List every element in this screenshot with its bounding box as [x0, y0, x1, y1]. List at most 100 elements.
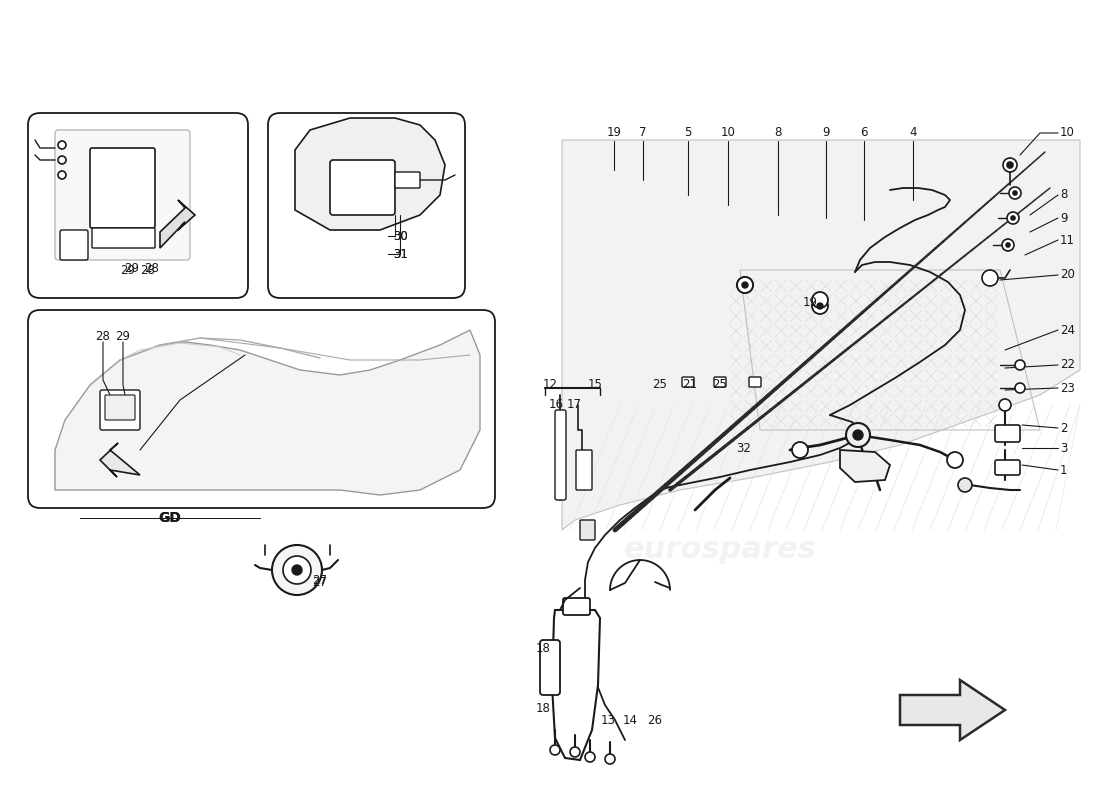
FancyBboxPatch shape: [576, 450, 592, 490]
Text: 11: 11: [1060, 234, 1075, 246]
Circle shape: [292, 565, 302, 575]
FancyBboxPatch shape: [996, 460, 1020, 475]
Circle shape: [812, 292, 828, 308]
Text: 10: 10: [1060, 126, 1075, 139]
Circle shape: [846, 423, 870, 447]
Circle shape: [737, 277, 754, 293]
Polygon shape: [160, 200, 195, 248]
FancyBboxPatch shape: [28, 113, 248, 298]
Text: 25: 25: [713, 378, 727, 390]
Text: 4: 4: [910, 126, 916, 139]
Text: 13: 13: [601, 714, 615, 726]
Text: 9: 9: [1060, 211, 1067, 225]
Text: 31: 31: [393, 247, 408, 261]
Circle shape: [958, 478, 972, 492]
Polygon shape: [840, 450, 890, 482]
Circle shape: [1013, 191, 1018, 195]
Text: 5: 5: [684, 126, 692, 139]
Text: 12: 12: [542, 378, 558, 390]
Circle shape: [272, 545, 322, 595]
FancyBboxPatch shape: [714, 377, 726, 387]
Text: 15: 15: [587, 378, 603, 390]
Text: 14: 14: [623, 714, 638, 726]
Circle shape: [550, 745, 560, 755]
Text: GD: GD: [158, 511, 182, 525]
Text: 31: 31: [393, 247, 408, 261]
Circle shape: [58, 156, 66, 164]
Text: 24: 24: [1060, 323, 1075, 337]
FancyBboxPatch shape: [580, 520, 595, 540]
Text: eurospares: eurospares: [624, 535, 816, 565]
FancyBboxPatch shape: [100, 390, 140, 430]
Circle shape: [585, 752, 595, 762]
Text: 7: 7: [639, 126, 647, 139]
Text: 17: 17: [566, 398, 582, 411]
Circle shape: [999, 399, 1011, 411]
Circle shape: [1006, 243, 1010, 247]
Polygon shape: [562, 140, 1080, 530]
Text: 19: 19: [606, 126, 621, 139]
Text: 29: 29: [124, 262, 140, 274]
Circle shape: [605, 754, 615, 764]
Text: 27: 27: [312, 575, 328, 589]
Text: 28: 28: [96, 330, 110, 343]
Text: 18: 18: [536, 702, 550, 714]
Text: 28: 28: [144, 262, 159, 274]
Text: 30: 30: [393, 230, 408, 243]
FancyBboxPatch shape: [682, 377, 694, 387]
Text: 18: 18: [536, 642, 550, 654]
Circle shape: [947, 452, 962, 468]
Text: 2: 2: [1060, 422, 1067, 434]
Circle shape: [1011, 216, 1015, 220]
Text: 27: 27: [312, 574, 328, 586]
Text: 1: 1: [1060, 463, 1067, 477]
Polygon shape: [55, 330, 480, 495]
Text: 10: 10: [720, 126, 736, 139]
Circle shape: [1002, 239, 1014, 251]
FancyBboxPatch shape: [60, 230, 88, 260]
Circle shape: [792, 442, 808, 458]
Circle shape: [812, 298, 828, 314]
Text: 16: 16: [549, 398, 563, 411]
Circle shape: [1015, 360, 1025, 370]
Text: eurospares: eurospares: [624, 355, 816, 385]
Text: 22: 22: [1060, 358, 1075, 371]
Text: 25: 25: [652, 378, 668, 390]
Text: 23: 23: [1060, 382, 1075, 394]
Text: 29: 29: [116, 330, 131, 343]
FancyBboxPatch shape: [749, 377, 761, 387]
Polygon shape: [100, 443, 140, 477]
Circle shape: [1006, 162, 1013, 168]
FancyBboxPatch shape: [563, 598, 590, 615]
Text: 20: 20: [1060, 269, 1075, 282]
Circle shape: [58, 171, 66, 179]
Text: 6: 6: [860, 126, 868, 139]
Text: GD: GD: [158, 511, 182, 525]
FancyBboxPatch shape: [996, 425, 1020, 442]
FancyBboxPatch shape: [556, 410, 566, 500]
FancyBboxPatch shape: [395, 172, 420, 188]
Text: 8: 8: [774, 126, 782, 139]
FancyBboxPatch shape: [28, 310, 495, 508]
Text: 3: 3: [1060, 442, 1067, 454]
Text: 32: 32: [737, 442, 751, 454]
Circle shape: [570, 747, 580, 757]
Text: 26: 26: [648, 714, 662, 726]
Text: 30: 30: [393, 230, 408, 242]
Circle shape: [852, 430, 864, 440]
Text: 19: 19: [803, 295, 817, 309]
Circle shape: [982, 270, 998, 286]
Text: 28: 28: [141, 263, 155, 277]
Circle shape: [1009, 187, 1021, 199]
Circle shape: [817, 303, 823, 309]
Text: 29: 29: [121, 263, 135, 277]
FancyBboxPatch shape: [90, 148, 155, 228]
Circle shape: [1006, 212, 1019, 224]
Circle shape: [1015, 383, 1025, 393]
Circle shape: [742, 282, 748, 288]
Polygon shape: [552, 610, 600, 760]
FancyBboxPatch shape: [540, 640, 560, 695]
Text: eurospares: eurospares: [154, 355, 346, 385]
Text: 9: 9: [823, 126, 829, 139]
FancyBboxPatch shape: [92, 228, 155, 248]
